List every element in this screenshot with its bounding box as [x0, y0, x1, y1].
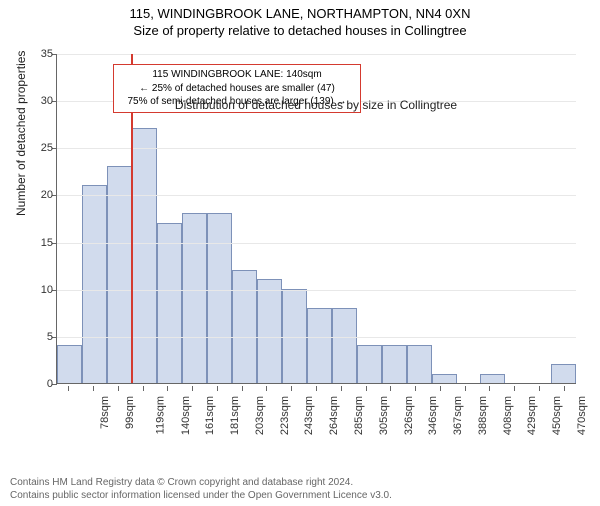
chart-area: 05101520253035115 WINDINGBROOK LANE: 140… — [56, 54, 576, 424]
annotation-line: 115 WINDINGBROOK LANE: 140sqm — [122, 68, 352, 82]
x-tick-label: 305sqm — [378, 396, 390, 435]
histogram-bar — [207, 213, 232, 383]
y-gridline — [57, 337, 576, 338]
y-tick-label: 5 — [29, 331, 53, 343]
x-tick-label: 99sqm — [124, 396, 136, 429]
x-tick-label: 367sqm — [452, 396, 464, 435]
histogram-bar — [407, 345, 432, 383]
annotation-line: ← 25% of detached houses are smaller (47… — [122, 82, 352, 96]
footer-line1: Contains HM Land Registry data © Crown c… — [10, 477, 392, 490]
y-gridline — [57, 243, 576, 244]
y-axis-label: Number of detached properties — [14, 51, 28, 216]
x-tick — [68, 386, 69, 391]
y-tick-label: 10 — [29, 284, 53, 296]
histogram-bar — [551, 364, 576, 383]
histogram-bar — [382, 345, 407, 383]
x-axis-label: Distribution of detached houses by size … — [56, 98, 576, 112]
page-title-line1: 115, WINDINGBROOK LANE, NORTHAMPTON, NN4… — [0, 6, 600, 21]
y-tick-label: 35 — [29, 48, 53, 60]
histogram-bar — [357, 345, 382, 383]
x-tick-label: 470sqm — [576, 396, 588, 435]
x-tick — [192, 386, 193, 391]
x-tick — [341, 386, 342, 391]
x-tick — [143, 386, 144, 391]
footer-line2: Contains public sector information licen… — [10, 490, 392, 503]
histogram-bar — [257, 279, 282, 383]
x-tick-label: 388sqm — [477, 396, 489, 435]
x-tick-labels: 78sqm 99sqm 119sqm 140sqm 161sqm 181sqm 203sqm… — [56, 386, 576, 446]
x-tick — [440, 386, 441, 391]
x-tick-label: 203sqm — [254, 396, 266, 435]
x-tick-label: 264sqm — [328, 396, 340, 435]
y-tick-label: 25 — [29, 142, 53, 154]
x-tick-label: 223sqm — [279, 396, 291, 435]
y-tick-label: 20 — [29, 189, 53, 201]
x-tick-label: 119sqm — [154, 396, 166, 434]
histogram-bar — [480, 374, 505, 383]
x-tick-label: 408sqm — [502, 396, 514, 435]
x-tick — [266, 386, 267, 391]
y-tick-label: 30 — [29, 95, 53, 107]
x-tick — [539, 386, 540, 391]
x-tick-label: 429sqm — [526, 396, 538, 435]
histogram-bar — [232, 270, 257, 383]
x-tick-label: 285sqm — [353, 396, 365, 435]
histogram-bar — [182, 213, 207, 383]
x-tick — [514, 386, 515, 391]
x-tick — [291, 386, 292, 391]
y-tick-label: 15 — [29, 237, 53, 249]
histogram-bar — [332, 308, 357, 383]
x-tick — [93, 386, 94, 391]
histogram-bar — [57, 345, 82, 383]
x-tick-label: 181sqm — [229, 396, 241, 435]
histogram-bar — [432, 374, 457, 383]
histogram-bar — [107, 166, 132, 383]
x-tick-label: 243sqm — [304, 396, 316, 435]
x-tick-label: 161sqm — [205, 396, 217, 435]
x-tick — [167, 386, 168, 391]
histogram-bar — [307, 308, 332, 383]
x-tick — [242, 386, 243, 391]
histogram-bar — [157, 223, 182, 383]
x-tick — [217, 386, 218, 391]
y-tick-label: 0 — [29, 378, 53, 390]
x-tick — [118, 386, 119, 391]
x-tick-label: 326sqm — [403, 396, 415, 435]
histogram-bar — [132, 128, 157, 383]
x-tick — [415, 386, 416, 391]
histogram-bar — [82, 185, 107, 383]
x-tick — [564, 386, 565, 391]
footer-attribution: Contains HM Land Registry data © Crown c… — [10, 477, 392, 502]
x-tick — [465, 386, 466, 391]
x-tick-label: 78sqm — [99, 396, 111, 429]
x-tick — [366, 386, 367, 391]
x-tick-label: 450sqm — [551, 396, 563, 435]
y-gridline — [57, 290, 576, 291]
x-tick — [489, 386, 490, 391]
x-tick — [316, 386, 317, 391]
page-title-line2: Size of property relative to detached ho… — [0, 23, 600, 38]
x-tick-label: 140sqm — [180, 396, 192, 435]
y-gridline — [57, 195, 576, 196]
x-tick-label: 346sqm — [427, 396, 439, 435]
y-gridline — [57, 54, 576, 55]
x-tick — [390, 386, 391, 391]
y-gridline — [57, 148, 576, 149]
